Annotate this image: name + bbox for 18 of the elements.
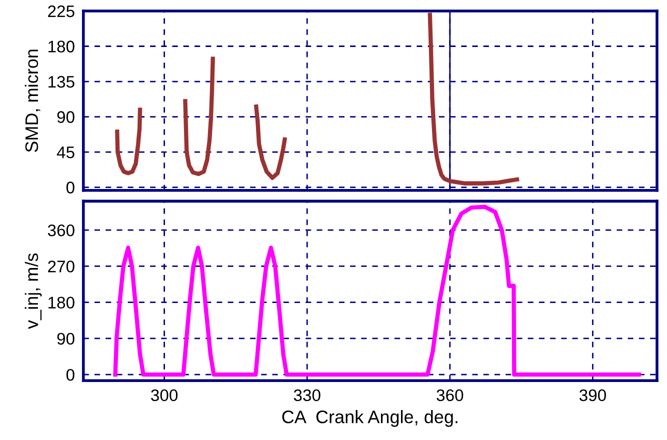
y-tick-label: 0 [66, 182, 74, 194]
y-tick-label: 45 [56, 146, 74, 158]
y-tick-label: 360 [48, 224, 74, 236]
x-tick-label: 390 [579, 389, 606, 402]
x-tick-label: 360 [436, 389, 464, 402]
y-axis-title: SMD, micron [24, 50, 40, 152]
y-tick-label: 0 [66, 368, 74, 381]
y-tick-label: 180 [48, 296, 74, 309]
x-tick-label: 300 [151, 389, 178, 402]
y-axis-title: v_inj, m/s [24, 253, 42, 329]
x-tick-label: 330 [294, 389, 320, 402]
y-tick-label: 180 [48, 40, 74, 52]
y-tick-label: 135 [48, 76, 74, 88]
y-tick-label: 270 [48, 260, 74, 272]
y-tick-label: 90 [57, 111, 74, 123]
y-tick-label: 90 [57, 332, 74, 345]
y-tick-label: 225 [48, 5, 74, 18]
x-axis-title: CA Crank Angle, deg. [282, 410, 458, 427]
